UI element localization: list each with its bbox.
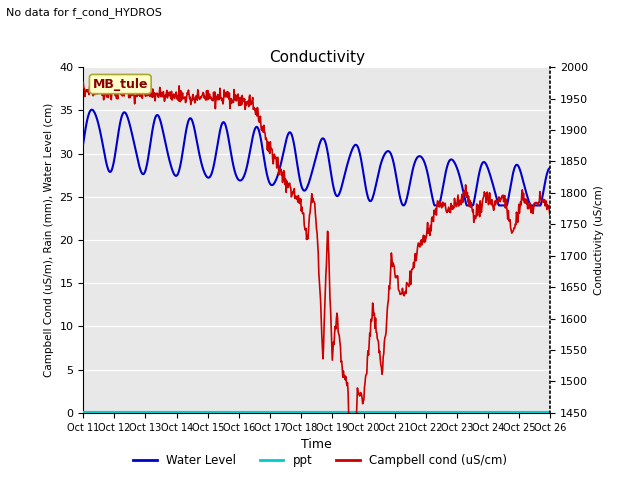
Title: Conductivity: Conductivity	[269, 49, 365, 65]
Text: MB_tule: MB_tule	[93, 78, 148, 91]
X-axis label: Time: Time	[301, 438, 332, 451]
Text: No data for f_cond_HYDROS: No data for f_cond_HYDROS	[6, 7, 163, 18]
Y-axis label: Campbell Cond (uS/m), Rain (mm), Water Level (cm): Campbell Cond (uS/m), Rain (mm), Water L…	[44, 103, 54, 377]
Y-axis label: Conductivity (uS/cm): Conductivity (uS/cm)	[594, 185, 604, 295]
Legend: Water Level, ppt, Campbell cond (uS/cm): Water Level, ppt, Campbell cond (uS/cm)	[128, 449, 512, 472]
